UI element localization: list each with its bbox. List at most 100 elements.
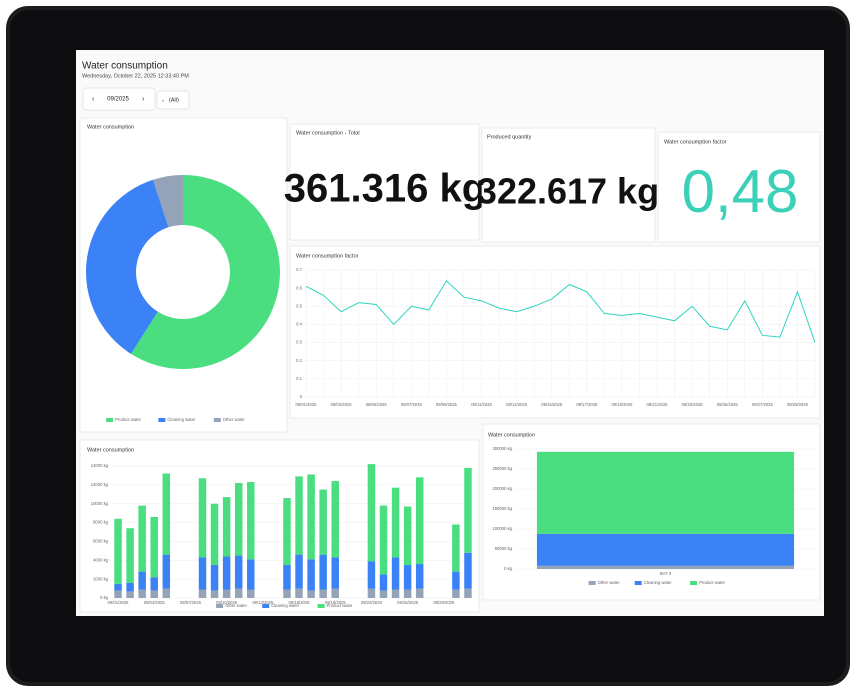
bar-segment	[536, 533, 795, 566]
y-tick-label: 0.2	[296, 358, 302, 363]
bar-segment	[114, 590, 122, 598]
y-tick-label: 10000 kg	[91, 501, 109, 506]
dropdown-icon: ⌄	[161, 97, 165, 103]
legend-swatch	[317, 604, 325, 608]
bar-segment	[415, 564, 424, 589]
y-tick-label: 12000 kg	[91, 482, 109, 487]
legend-swatch	[213, 418, 221, 422]
page-datetime: Wednesday, October 22, 2025 12:33:40 PM	[82, 73, 189, 79]
y-tick-label: 250000 kg	[492, 466, 512, 471]
x-tick-label: 09/09/2025	[436, 402, 458, 407]
bar-segment	[114, 583, 122, 591]
bar-segment	[367, 561, 376, 589]
bar-segment	[234, 588, 243, 598]
y-tick-label: 0.6	[296, 285, 302, 290]
y-tick-label: 100000 kg	[492, 526, 512, 531]
x-tick-label: 09/19/2025	[325, 600, 347, 605]
bar-segment	[234, 482, 243, 556]
period-selector[interactable]	[82, 87, 156, 111]
x-tick-label: 09/29/2025	[787, 402, 809, 407]
bar-segment	[464, 552, 472, 589]
legend-swatch	[158, 418, 166, 422]
bar-segment	[307, 474, 315, 560]
prev-button[interactable]: ‹	[92, 96, 95, 103]
y-tick-label: 300000 kg	[492, 446, 512, 451]
line-series	[305, 280, 816, 343]
bar-segment	[307, 559, 315, 591]
legend-swatch	[690, 581, 698, 585]
legend-swatch	[106, 418, 114, 422]
x-tick-label: 09/21/2025	[647, 402, 669, 407]
bar-segment	[283, 498, 291, 565]
bar-segment	[319, 489, 327, 555]
bar-segment	[210, 590, 219, 598]
x-tick-label: 09/07/2025	[401, 402, 423, 407]
bar-segment	[464, 588, 472, 598]
x-tick-label: 09/01/2025	[108, 600, 130, 605]
bar-segment	[415, 588, 424, 598]
y-tick-label: 6000 kg	[93, 539, 109, 544]
x-tick-label: 09/04/2025	[144, 600, 166, 605]
bar-segment	[210, 503, 219, 565]
x-tick-label: 09/28/2025	[433, 600, 455, 605]
bar-segment	[391, 589, 400, 598]
kpi-card	[481, 127, 656, 243]
x-tick-label: 09/23/2025	[682, 402, 704, 407]
bar-segment	[331, 588, 339, 598]
bar-segment	[464, 467, 472, 553]
y-tick-label: 2000 kg	[93, 576, 109, 581]
bar-segment	[162, 473, 171, 555]
x-tick-label: 09/05/2025	[366, 402, 388, 407]
donut-segment	[153, 175, 183, 228]
legend-label: Cleaning water	[167, 417, 196, 422]
filter-value: (All)	[169, 97, 179, 103]
bar-segment	[379, 505, 388, 575]
bar-segment	[307, 590, 315, 598]
y-tick-label: 4000 kg	[93, 557, 109, 562]
x-tick-label: 09/25/2025	[397, 600, 419, 605]
legend-label: Product water	[327, 603, 353, 608]
bar-segment	[126, 582, 134, 592]
y-tick-label: 0.3	[296, 340, 302, 345]
y-tick-label: 0 kg	[100, 595, 109, 600]
bar-segment	[379, 590, 388, 598]
bar-segment	[138, 505, 146, 572]
x-tick-label: 09/22/2025	[361, 600, 383, 605]
bar-segment	[331, 481, 339, 558]
kpi-title: Water consumption factor	[664, 139, 727, 145]
x-tick-label: 09/13/2025	[252, 600, 274, 605]
x-tick-label: 09/15/2025	[541, 402, 563, 407]
y-tick-label: 0.1	[296, 376, 302, 381]
page-title: Water consumption	[82, 61, 168, 72]
kpi-value: 361.316 kg	[284, 167, 486, 211]
bar-segment	[536, 565, 795, 569]
bar-segment	[331, 557, 339, 589]
bar-segment	[283, 565, 291, 590]
x-tick-label: 09/13/2025	[506, 402, 528, 407]
x-tick-label: 09/17/2025	[576, 402, 598, 407]
bar-segment	[126, 528, 134, 583]
bar-segment	[367, 588, 376, 598]
bar-segment	[114, 518, 122, 584]
bar-card	[79, 439, 480, 613]
kpi-value: 0,48	[682, 158, 799, 225]
bar-segment	[150, 590, 158, 598]
x-tick-label: 09/16/2025	[289, 600, 311, 605]
y-tick-label: 0.5	[296, 303, 302, 308]
x-tick-label: 09/11/2025	[471, 402, 492, 407]
filter-dropdown[interactable]	[156, 90, 190, 110]
bar-segment	[138, 571, 146, 590]
y-tick-label: 14000 kg	[91, 463, 109, 468]
x-tick-label: 09/10/2025	[216, 600, 238, 605]
legend-label: Other water	[598, 580, 620, 585]
bar-segment	[415, 477, 424, 565]
next-button[interactable]: ›	[142, 96, 145, 103]
x-tick-label: 09/27/2025	[752, 402, 774, 407]
bar-segment	[319, 589, 327, 598]
legend-swatch	[588, 581, 596, 585]
y-tick-label: 150000 kg	[492, 506, 512, 511]
bar-segment	[210, 565, 219, 591]
line-card	[289, 245, 821, 419]
kpi-value: 322.617 kg	[477, 171, 659, 212]
